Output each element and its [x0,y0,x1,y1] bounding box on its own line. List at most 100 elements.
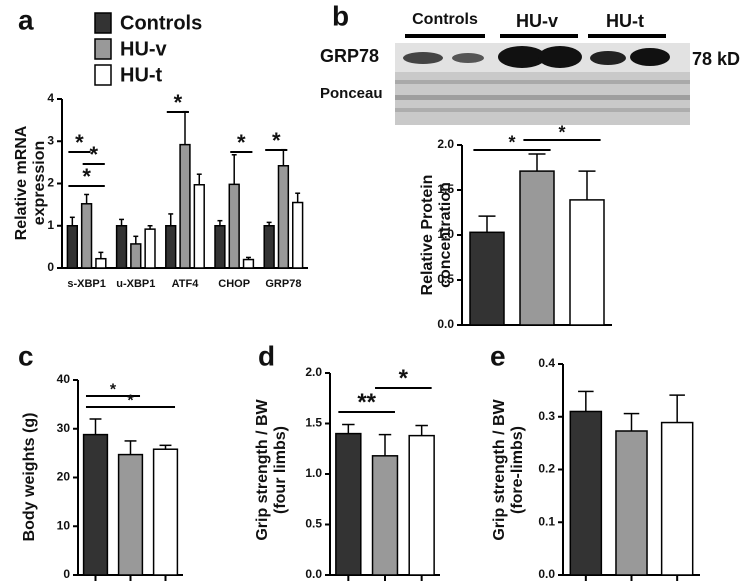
legend-swatch [94,38,112,60]
blot-group-label: HU-t [606,11,644,31]
y-tick-label: 1.5 [437,182,454,196]
y-axis-label: expression [31,141,48,225]
significance-label: * [272,128,281,153]
bar [144,228,156,269]
bar [263,225,275,269]
y-axis-label: Relative mRNA [13,125,30,240]
y-tick-label: 2.0 [437,137,454,151]
y-axis-label: (four limbs) [272,426,289,514]
ponceau-band [395,80,690,84]
y-tick-label: 0.5 [305,517,322,531]
x-tick-label: CHOP [218,278,250,290]
x-tick-label: ATF4 [172,278,200,290]
y-tick-label: 1.5 [305,416,322,430]
bar [277,165,290,269]
significance-label: * [75,130,84,155]
y-axis-label: concentration [437,182,454,288]
bar [228,183,240,269]
group-underline [588,34,666,38]
panel-letter: a [18,4,34,35]
legend-label: HU-t [120,64,163,86]
significance-label: * [127,393,134,410]
bar [66,225,79,269]
bar [408,434,435,576]
blot-band [452,53,484,63]
significance-label: ** [357,389,376,416]
y-tick-label: 1 [47,218,54,232]
legend-label: HU-v [120,38,168,60]
panel-letter: b [332,0,349,31]
significance-label: * [399,365,409,392]
y-tick-label: 0.0 [305,567,322,581]
bar [519,170,555,326]
significance-label: * [508,132,515,152]
legend-swatch [94,64,112,86]
y-tick-label: 0.0 [538,567,555,581]
panel-letter: c [18,340,34,371]
y-tick-label: 30 [57,421,71,435]
y-tick-label: 0.5 [437,272,454,286]
blot-size-label: 78 kD [692,49,740,69]
bar [117,453,144,576]
y-tick-label: 0.4 [538,356,555,370]
blot-group-label: HU-v [516,11,558,31]
bar [335,432,362,576]
bar [82,433,109,576]
significance-label: * [110,382,117,399]
panel-letter: d [258,340,275,371]
significance-label: * [82,164,91,189]
y-tick-label: 4 [47,91,54,105]
bar [569,410,603,576]
blot-band [538,46,582,68]
y-axis-label: Body weights (g) [21,413,38,542]
group-underline [500,34,578,38]
panel-letter: e [490,340,506,371]
blot-loading-label: Ponceau [320,85,383,102]
y-tick-label: 0.1 [538,514,555,528]
y-axis-label: Relative Protein [419,175,436,296]
bar [371,455,399,576]
legend-label: Controls [120,12,202,34]
y-tick-label: 0.0 [437,317,454,331]
ponceau-band [395,95,690,100]
blot-band [590,51,626,65]
y-tick-label: 0 [63,567,70,581]
blot-band [630,48,670,66]
bar [179,143,191,269]
x-tick-label: u-XBP1 [116,278,155,290]
blot-group-label: Controls [412,11,478,28]
y-tick-label: 3 [47,133,54,147]
y-tick-label: 40 [57,372,71,386]
significance-label: * [174,90,183,115]
blot-image [395,34,690,125]
blot-band [498,46,546,68]
bar [660,421,694,576]
bar [165,225,177,269]
significance-label: * [89,142,98,167]
y-tick-label: 0.2 [538,462,555,476]
significance-label: * [558,122,565,142]
x-tick-label: s-XBP1 [67,278,106,290]
blot-band [403,52,443,64]
y-tick-label: 1.0 [437,227,454,241]
bar [291,201,304,269]
y-tick-label: 20 [57,470,71,484]
y-tick-label: 10 [57,518,71,532]
bar [615,430,648,576]
x-tick-label: GRP78 [265,278,301,290]
y-axis-label: Grip strength / BW [254,398,271,540]
bar [130,243,142,269]
y-axis-label: (fore-limbs) [509,426,526,514]
bar [469,231,505,326]
significance-label: * [237,130,246,155]
bar [193,184,205,269]
y-tick-label: 2 [47,176,54,190]
bar [214,225,226,269]
y-tick-label: 0.3 [538,409,555,423]
bar [115,225,128,269]
legend-swatch [94,12,112,34]
bar [152,448,179,576]
y-tick-label: 0 [47,260,54,274]
bar [95,257,107,269]
